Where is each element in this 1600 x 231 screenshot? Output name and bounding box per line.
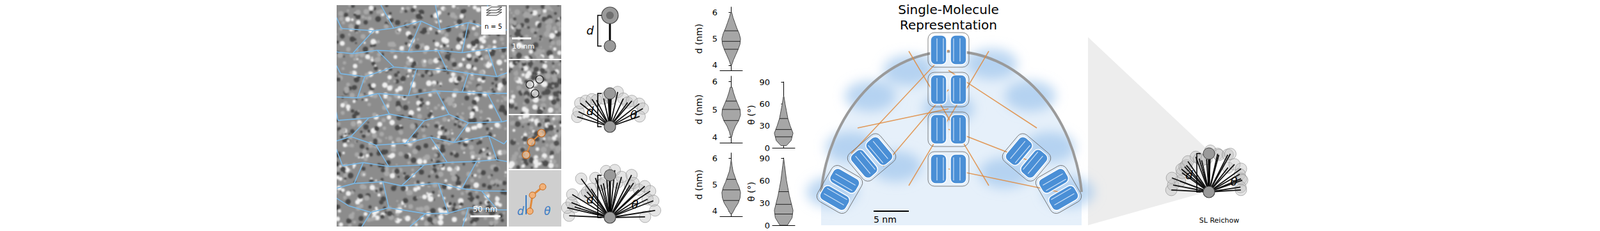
svg-text:d (nm): d (nm) (693, 169, 704, 200)
svg-text:d: d (586, 104, 594, 118)
svg-text:5: 5 (712, 179, 718, 190)
svg-text:90: 90 (759, 153, 770, 164)
svg-text:θ: θ (544, 204, 552, 218)
svg-text:60: 60 (759, 99, 770, 109)
svg-text:d: d (517, 204, 525, 218)
svg-text:d: d (586, 192, 594, 207)
svg-text:Representation: Representation (899, 17, 998, 33)
svg-text:Single-Molecule: Single-Molecule (897, 1, 1000, 18)
svg-text:d: d (1185, 168, 1193, 182)
svg-text:50 nm: 50 nm (472, 204, 498, 214)
svg-text:θ (°): θ (°) (746, 104, 757, 125)
svg-text:4: 4 (712, 60, 718, 70)
svg-text:60: 60 (759, 176, 770, 186)
svg-text:0: 0 (764, 143, 770, 153)
svg-text:30: 30 (759, 120, 770, 131)
svg-text:θ (°): θ (°) (746, 181, 757, 202)
svg-text:6: 6 (712, 7, 718, 18)
svg-text:30: 30 (759, 198, 770, 208)
svg-text:10 nm: 10 nm (512, 42, 535, 51)
svg-text:n = 5: n = 5 (484, 23, 502, 31)
svg-text:θ: θ (629, 108, 637, 122)
svg-text:90: 90 (759, 77, 770, 88)
svg-text:6: 6 (712, 76, 718, 87)
svg-text:θ: θ (1230, 174, 1238, 189)
svg-text:0: 0 (764, 220, 770, 231)
svg-text:5: 5 (712, 33, 718, 44)
svg-text:θ: θ (631, 197, 639, 212)
svg-text:5: 5 (712, 104, 718, 115)
svg-text:SL Reichow: SL Reichow (1199, 216, 1240, 225)
svg-text:6: 6 (712, 153, 718, 164)
svg-text:4: 4 (712, 206, 718, 216)
svg-text:d (nm): d (nm) (693, 23, 704, 54)
svg-text:d: d (586, 23, 594, 38)
svg-text:5 nm: 5 nm (873, 214, 897, 225)
svg-text:d (nm): d (nm) (693, 94, 704, 125)
svg-text:4: 4 (712, 132, 718, 143)
